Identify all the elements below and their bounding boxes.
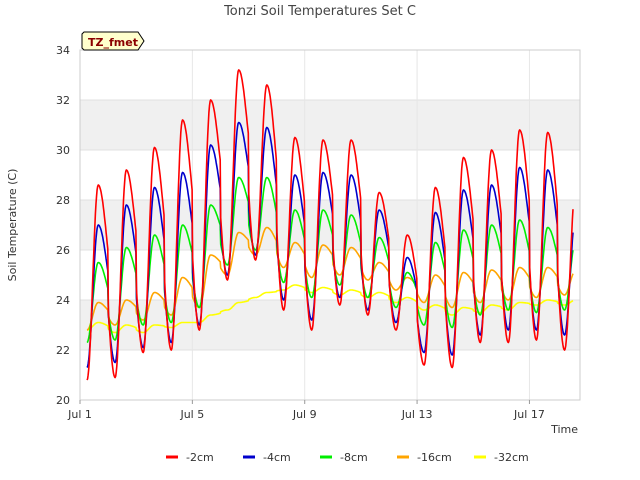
x-tick-label: Jul 9	[292, 408, 317, 421]
grid-band	[80, 100, 580, 150]
y-tick-label: 20	[56, 394, 70, 407]
plot-area-border	[79, 49, 581, 401]
legend: -2cm -4cm -8cm -16cm -32cm	[166, 451, 529, 464]
y-tick-label: 30	[56, 144, 70, 157]
x-axis-ticks: Jul 1 Jul 5 Jul 9 Jul 13 Jul 17	[67, 400, 545, 421]
site-badge-box	[81, 31, 145, 51]
legend-label: -4cm	[263, 451, 291, 464]
x-tick-label: Jul 13	[401, 408, 433, 421]
x-axis-label: Time	[550, 423, 578, 436]
site-badge-label: TZ_fmet	[88, 36, 138, 49]
y-tick-label: 26	[56, 244, 70, 257]
y-tick-label: 32	[56, 94, 70, 107]
x-tick-label: Jul 1	[67, 408, 92, 421]
y-axis-ticks: 20 22 24 26 28 30 32 34	[56, 44, 70, 407]
y-tick-label: 24	[56, 294, 70, 307]
legend-label: -32cm	[494, 451, 529, 464]
x-tick-label: Jul 5	[179, 408, 204, 421]
legend-label: -8cm	[340, 451, 368, 464]
site-badge: TZ_fmet	[81, 31, 145, 51]
y-tick-label: 22	[56, 344, 70, 357]
y-tick-label: 28	[56, 194, 70, 207]
legend-label: -16cm	[417, 451, 452, 464]
series-layer	[86, 69, 574, 381]
x-tick-label: Jul 17	[513, 408, 545, 421]
series-line-minus-8cm	[86, 176, 574, 344]
y-axis-label: Soil Temperature (C)	[6, 169, 19, 282]
chart-title: Tonzi Soil Temperatures Set C	[223, 4, 416, 19]
legend-label: -2cm	[186, 451, 214, 464]
y-tick-label: 34	[56, 44, 70, 57]
series-line-minus-2cm	[86, 69, 574, 381]
